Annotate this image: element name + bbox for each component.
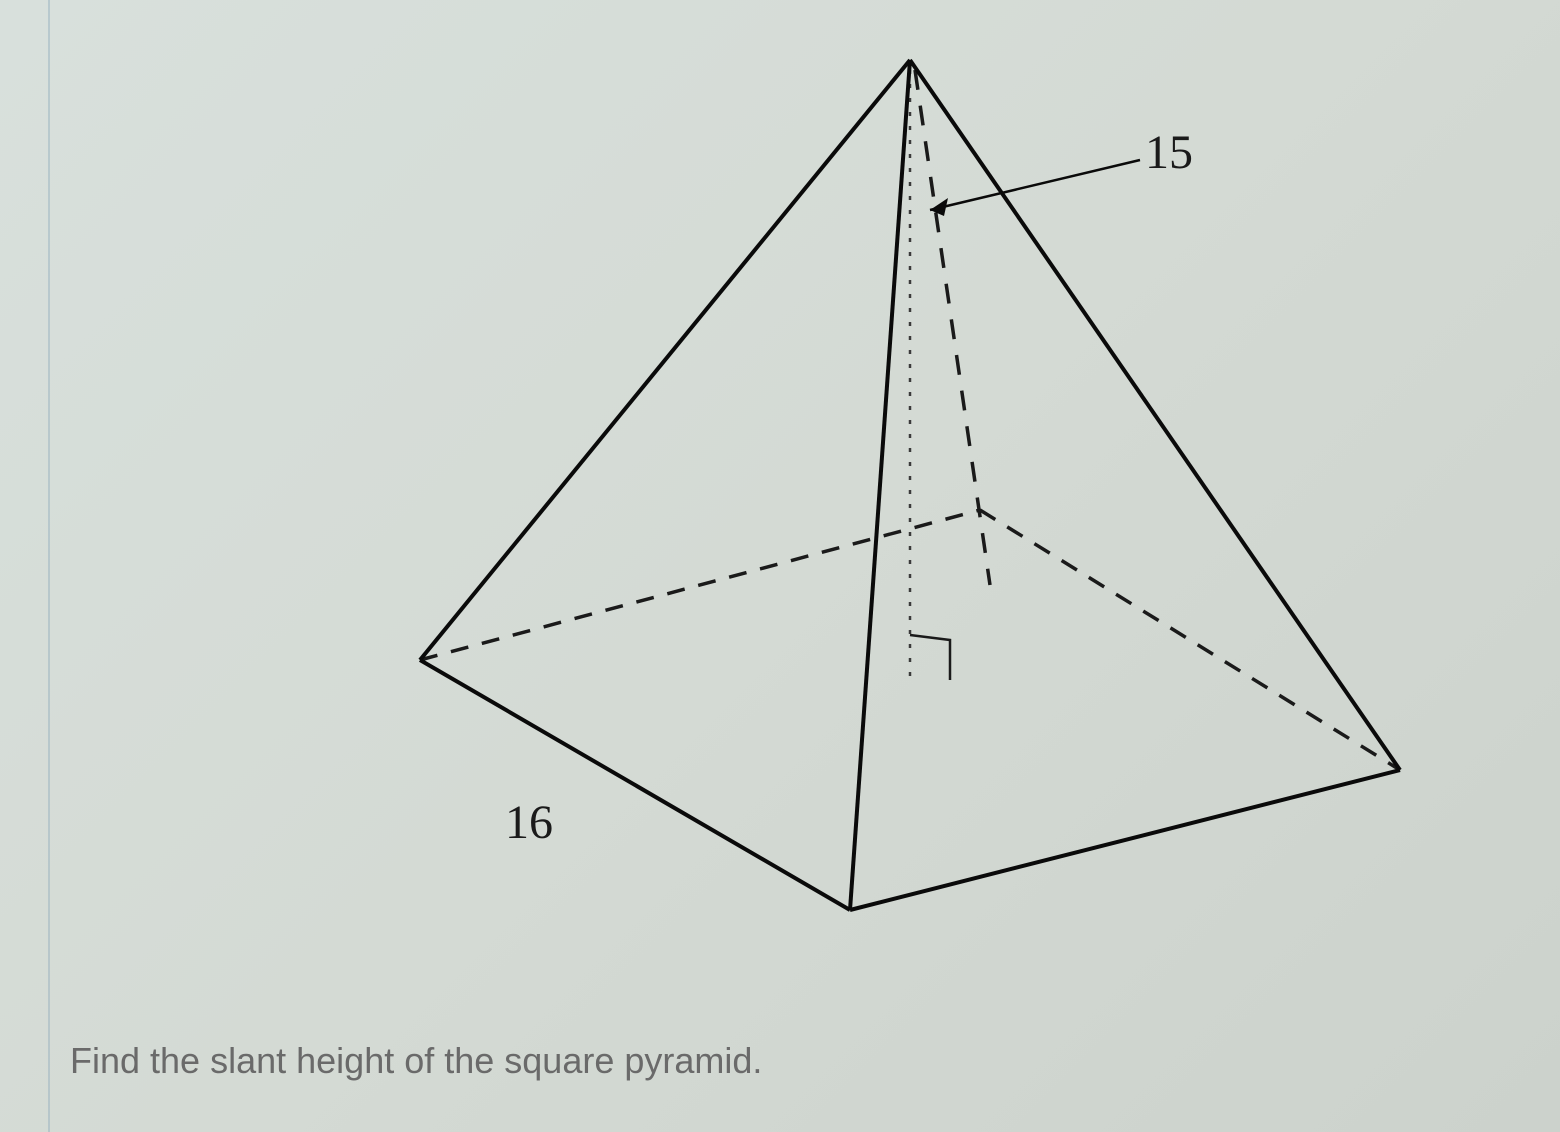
height-arrow-head (930, 198, 948, 216)
notebook-margin-line (48, 0, 50, 1132)
base-front-left-edge (420, 660, 850, 910)
height-arrow-line (930, 160, 1140, 210)
base-back-right-edge (980, 510, 1400, 770)
back-slant-line (915, 70, 990, 585)
height-label: 15 (1145, 125, 1193, 180)
lateral-edge-front (850, 60, 910, 910)
base-front-right-edge (850, 770, 1400, 910)
base-side-label: 16 (505, 795, 553, 850)
question-text: Find the slant height of the square pyra… (70, 1040, 762, 1082)
pyramid-diagram: 15 16 (350, 40, 1450, 960)
base-back-left-edge (420, 510, 980, 660)
right-angle-marker (910, 635, 950, 680)
lateral-edge-left (420, 60, 910, 660)
